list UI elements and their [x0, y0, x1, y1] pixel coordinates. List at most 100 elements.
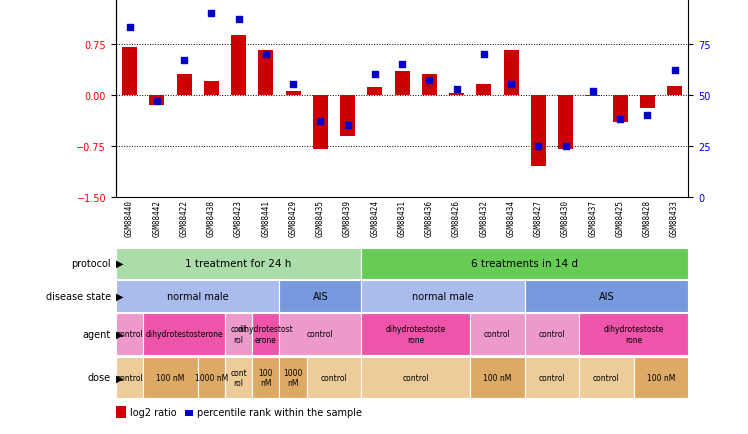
Point: [423, 78, 435, 85]
Text: GSM88427: GSM88427: [534, 200, 543, 237]
Bar: [231, 36, 246, 95]
Text: dihydrotestoste
rone: dihydrotestoste rone: [385, 325, 446, 344]
Point: [342, 122, 354, 129]
Bar: [503, 51, 518, 95]
Text: 100 nM: 100 nM: [156, 373, 185, 382]
Bar: [579, 313, 688, 355]
Text: AIS: AIS: [313, 291, 328, 301]
Text: GSM88426: GSM88426: [452, 200, 461, 237]
Text: GSM88435: GSM88435: [316, 200, 325, 237]
Point: [123, 25, 135, 32]
Bar: [116, 280, 280, 312]
Point: [260, 51, 272, 58]
Text: GSM88428: GSM88428: [643, 200, 652, 237]
Text: control: control: [321, 373, 347, 382]
Text: GSM88432: GSM88432: [479, 200, 488, 237]
Bar: [470, 313, 524, 355]
Bar: [252, 313, 280, 355]
Bar: [143, 357, 197, 398]
Point: [505, 82, 517, 89]
Bar: [667, 87, 682, 95]
Text: 1000
nM: 1000 nM: [283, 368, 303, 387]
Bar: [640, 95, 654, 109]
Text: GSM88436: GSM88436: [425, 200, 434, 237]
Bar: [116, 313, 143, 355]
Bar: [585, 95, 601, 97]
Text: control: control: [402, 373, 429, 382]
Text: 1 treatment for 24 h: 1 treatment for 24 h: [186, 259, 292, 269]
Text: ▶: ▶: [116, 329, 123, 339]
Text: agent: agent: [82, 329, 111, 339]
Bar: [558, 95, 573, 150]
Point: [233, 16, 245, 23]
Text: GSM88429: GSM88429: [289, 200, 298, 237]
Text: 100 nM: 100 nM: [647, 373, 675, 382]
Point: [314, 118, 326, 125]
Text: GSM88441: GSM88441: [261, 200, 270, 237]
Text: control: control: [539, 373, 565, 382]
Text: 6 treatments in 14 d: 6 treatments in 14 d: [471, 259, 578, 269]
Text: 100 nM: 100 nM: [483, 373, 512, 382]
Text: GSM88431: GSM88431: [397, 200, 407, 237]
Text: protocol: protocol: [71, 259, 111, 269]
Text: control: control: [484, 330, 511, 339]
Bar: [280, 280, 361, 312]
Text: control: control: [116, 330, 143, 339]
Text: dihydrotestosterone: dihydrotestosterone: [145, 330, 223, 339]
Bar: [361, 357, 470, 398]
Text: GSM88423: GSM88423: [234, 200, 243, 237]
Text: GSM88430: GSM88430: [561, 200, 570, 237]
Bar: [150, 95, 165, 106]
Bar: [361, 313, 470, 355]
Text: control: control: [593, 373, 620, 382]
Text: dihydrotestoste
rone: dihydrotestoste rone: [604, 325, 664, 344]
Bar: [524, 313, 579, 355]
Point: [586, 88, 598, 95]
Bar: [579, 357, 634, 398]
Bar: [280, 357, 307, 398]
Bar: [422, 75, 437, 95]
Text: ▶: ▶: [116, 259, 123, 269]
Text: ▶: ▶: [116, 373, 123, 382]
Bar: [252, 357, 280, 398]
Bar: [361, 280, 524, 312]
Bar: [449, 93, 464, 95]
Bar: [225, 313, 252, 355]
Text: normal male: normal male: [167, 291, 228, 301]
Bar: [470, 357, 524, 398]
Bar: [197, 357, 225, 398]
Point: [205, 10, 217, 17]
Bar: [340, 95, 355, 136]
Bar: [203, 82, 219, 95]
Bar: [634, 357, 688, 398]
Bar: [280, 313, 361, 355]
Bar: [531, 95, 546, 167]
Text: disease state: disease state: [46, 291, 111, 301]
Bar: [177, 75, 191, 95]
Bar: [361, 248, 688, 279]
Point: [614, 116, 626, 123]
Bar: [286, 92, 301, 95]
Text: GSM88439: GSM88439: [343, 200, 352, 237]
Point: [478, 51, 490, 58]
Point: [450, 86, 462, 93]
Point: [641, 112, 653, 119]
Text: control: control: [307, 330, 334, 339]
Bar: [307, 357, 361, 398]
Text: percentile rank within the sample: percentile rank within the sample: [197, 407, 362, 417]
Point: [396, 61, 408, 68]
Text: control: control: [539, 330, 565, 339]
Point: [369, 72, 381, 79]
Text: dose: dose: [88, 373, 111, 382]
Text: GSM88434: GSM88434: [506, 200, 515, 237]
Text: GSM88442: GSM88442: [153, 200, 162, 237]
Text: GSM88440: GSM88440: [125, 200, 134, 237]
Point: [669, 68, 681, 75]
Text: GSM88438: GSM88438: [206, 200, 216, 237]
Text: 100
nM: 100 nM: [259, 368, 273, 387]
Text: control: control: [116, 373, 143, 382]
Bar: [185, 410, 193, 416]
Bar: [367, 87, 382, 95]
Bar: [258, 51, 273, 95]
Point: [151, 98, 163, 105]
